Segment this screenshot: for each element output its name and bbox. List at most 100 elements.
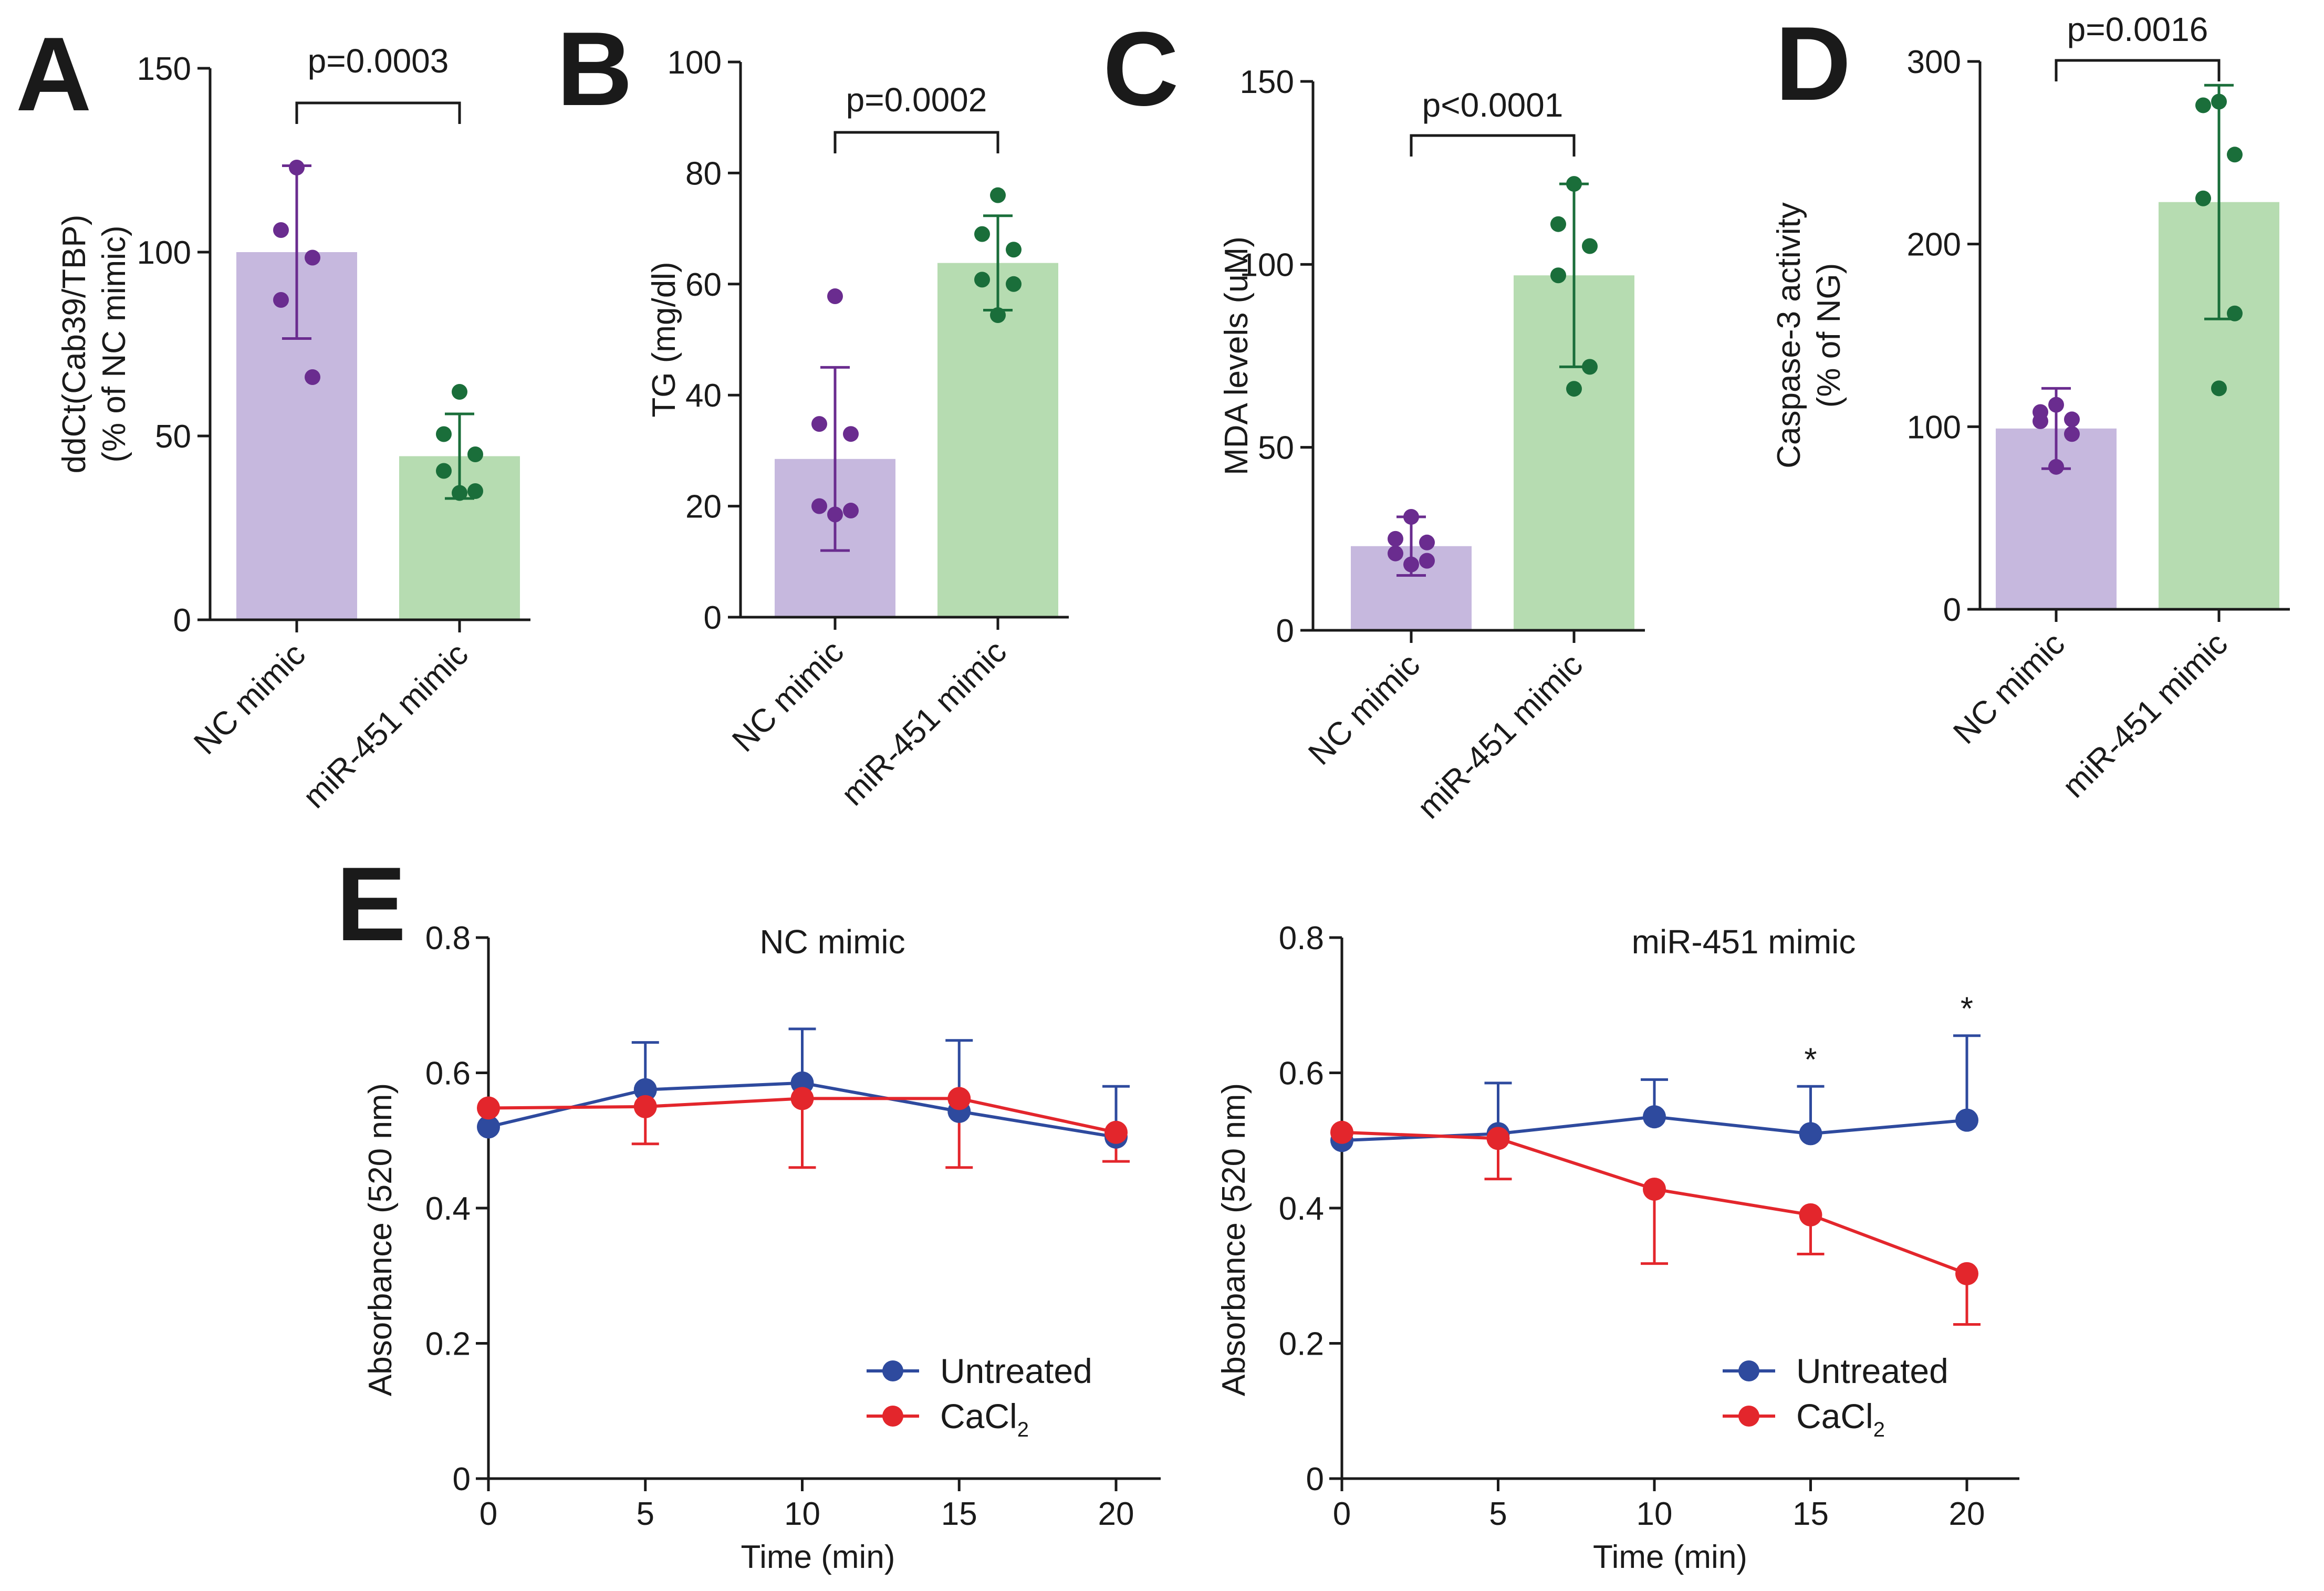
significance-bracket (1410, 134, 1576, 157)
data-point (1006, 276, 1022, 292)
x-tick-label: 15 (941, 1496, 977, 1532)
data-point (1388, 531, 1403, 547)
x-tick-label: miR-451 mimic (2056, 626, 2235, 805)
data-point (2211, 93, 2227, 110)
significance-bracket (833, 131, 999, 153)
y-tick-label: 0 (1276, 613, 1294, 649)
y-tick-label: 0.6 (1279, 1056, 1324, 1092)
legend-marker (882, 1406, 903, 1427)
series-point (947, 1087, 971, 1110)
y-tick-label: 100 (668, 45, 722, 81)
x-tick-label: NC mimic (725, 633, 851, 759)
data-point (974, 226, 990, 242)
chart-title: NC mimic (759, 923, 905, 961)
x-tick-label: 20 (1098, 1496, 1134, 1532)
y-tick-label: 60 (685, 267, 722, 303)
legend-label: CaCl2 (1796, 1397, 1885, 1441)
data-point (843, 503, 859, 519)
data-point (811, 416, 827, 432)
data-point (436, 426, 452, 442)
legend-subscript: 2 (1873, 1418, 1885, 1441)
chart-title: miR-451 mimic (1632, 923, 1856, 961)
y-tick-label: 200 (1907, 227, 1961, 263)
y-tick-label: 0.4 (1279, 1191, 1324, 1227)
data-point (2048, 459, 2064, 475)
y-tick-label: 50 (1258, 430, 1294, 466)
data-point (827, 506, 843, 523)
data-point (289, 160, 305, 175)
data-point (974, 272, 990, 288)
data-point (1550, 216, 1566, 232)
data-point (452, 384, 467, 400)
y-tick-label: 50 (155, 419, 191, 455)
panel-letter: D (1775, 5, 1851, 122)
data-point (827, 288, 843, 305)
y-tick-label: 100 (1240, 247, 1294, 283)
data-point (2227, 147, 2243, 163)
significance-star: * (1804, 1042, 1817, 1078)
y-tick-label: 300 (1907, 44, 1961, 80)
x-tick-label: 0 (480, 1496, 497, 1532)
data-point (467, 446, 483, 462)
p-value: p<0.0001 (1422, 86, 1564, 124)
data-point (2227, 305, 2243, 321)
data-point (436, 463, 452, 479)
data-point (2211, 380, 2227, 397)
significance-bracket (2055, 59, 2221, 81)
data-point (452, 485, 467, 501)
x-tick-label: miR-451 mimic (1411, 647, 1590, 826)
x-tick-label: miR-451 mimic (296, 636, 475, 815)
p-value: p=0.0003 (308, 42, 449, 80)
significance-star: * (1961, 991, 1973, 1027)
p-value: p=0.0002 (846, 81, 987, 119)
series-point (1643, 1177, 1666, 1201)
x-tick-label: NC mimic (1301, 647, 1427, 772)
y-axis-title: (% of NC mimic) (96, 225, 132, 462)
y-axis-title: Caspase-3 activity (1771, 202, 1807, 469)
data-point (1403, 509, 1419, 525)
y-axis-title: (% of NG) (1811, 263, 1847, 408)
y-tick-label: 150 (1240, 64, 1294, 100)
data-point (1006, 242, 1022, 258)
series-point (1799, 1203, 1822, 1226)
x-tick-label: 5 (1489, 1496, 1507, 1532)
x-axis-title: Time (min) (1593, 1539, 1747, 1575)
legend-subscript: 2 (1017, 1418, 1029, 1441)
y-tick-label: 0.8 (425, 920, 471, 956)
data-point (2195, 190, 2211, 206)
x-tick-label: NC mimic (1946, 626, 2072, 751)
x-axis-title: Time (min) (741, 1539, 895, 1575)
x-tick-label: 10 (784, 1496, 820, 1532)
data-point (1550, 267, 1566, 284)
y-tick-label: 0 (453, 1461, 471, 1498)
series-point (1955, 1262, 1978, 1285)
y-tick-label: 0 (173, 602, 191, 639)
data-point (990, 307, 1006, 323)
data-point (305, 249, 320, 266)
data-point (811, 498, 827, 514)
series-point (1955, 1108, 1978, 1132)
y-axis-title: Absorbance (520 nm) (362, 1083, 399, 1396)
data-point (2033, 413, 2048, 429)
y-tick-label: 100 (1907, 409, 1961, 445)
panel-letter: A (16, 16, 91, 133)
y-tick-label: 0.2 (1279, 1326, 1324, 1363)
x-tick-label: 15 (1792, 1496, 1829, 1532)
series-point (633, 1078, 657, 1101)
y-tick-label: 0 (1943, 592, 1961, 628)
y-tick-label: 0 (704, 600, 722, 636)
data-point (273, 292, 289, 308)
data-point (1403, 556, 1419, 573)
x-tick-label: 5 (637, 1496, 654, 1532)
panel-letter: B (557, 11, 632, 128)
legend-label: CaCl2 (940, 1397, 1029, 1441)
data-point (1582, 359, 1598, 375)
data-point (2064, 411, 2080, 428)
y-axis-title: Absorbance (520 nm) (1216, 1083, 1252, 1396)
y-tick-label: 0.6 (425, 1056, 471, 1092)
data-point (2195, 97, 2211, 113)
legend-marker (882, 1360, 903, 1381)
